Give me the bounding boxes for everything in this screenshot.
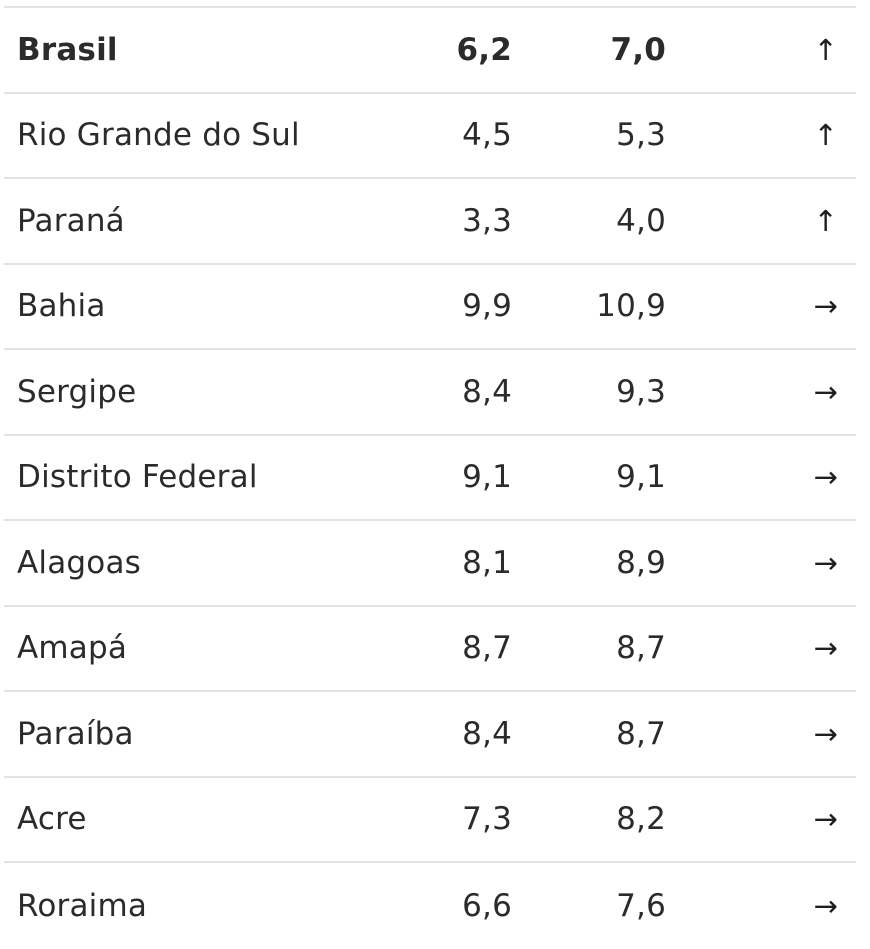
value-1: 6,6	[462, 887, 512, 924]
arrow-right-icon: →	[813, 631, 838, 666]
value-2: 7,6	[616, 887, 666, 924]
value-1: 8,4	[462, 715, 512, 752]
region-name: Roraima	[17, 887, 148, 924]
value-1: 8,4	[462, 373, 512, 410]
value-2: 8,2	[616, 801, 666, 838]
arrow-right-icon: →	[813, 802, 838, 837]
value-2: 8,7	[616, 630, 666, 667]
table-row: Roraima 6,6 7,6 →	[4, 863, 856, 949]
region-name: Paraíba	[17, 715, 134, 752]
value-1: 7,3	[462, 801, 512, 838]
arrow-right-icon: →	[813, 289, 838, 324]
region-name: Acre	[17, 801, 87, 838]
arrow-right-icon: →	[813, 374, 838, 409]
table-row: Bahia 9,9 10,9 →	[4, 265, 856, 350]
table-row: Distrito Federal 9,1 9,1 →	[4, 436, 856, 521]
table-row: Amapá 8,7 8,7 →	[4, 607, 856, 692]
data-table: Brasil 6,2 7,0 ↑ Rio Grande do Sul 4,5 5…	[4, 6, 856, 949]
region-name: Paraná	[17, 202, 125, 239]
table-row: Paraná 3,3 4,0 ↑	[4, 179, 856, 265]
value-2: 8,9	[616, 544, 666, 581]
region-name: Brasil	[17, 31, 118, 68]
value-1: 8,1	[462, 544, 512, 581]
arrow-up-icon: ↑	[813, 32, 838, 67]
value-1: 9,9	[462, 288, 512, 325]
table-row: Rio Grande do Sul 4,5 5,3 ↑	[4, 94, 856, 179]
arrow-right-icon: →	[813, 545, 838, 580]
region-name: Alagoas	[17, 544, 142, 581]
region-name: Sergipe	[17, 373, 137, 410]
region-name: Bahia	[17, 288, 106, 325]
value-2: 5,3	[616, 117, 666, 154]
table-row: Acre 7,3 8,2 →	[4, 778, 856, 863]
value-1: 6,2	[456, 31, 512, 68]
table-row: Paraíba 8,4 8,7 →	[4, 692, 856, 778]
value-1: 4,5	[462, 117, 512, 154]
arrow-up-icon: ↑	[813, 118, 838, 153]
value-2: 10,9	[596, 288, 666, 325]
table-row: Alagoas 8,1 8,9 →	[4, 521, 856, 607]
value-2: 9,3	[616, 373, 666, 410]
table-row: Brasil 6,2 7,0 ↑	[4, 8, 856, 94]
region-name: Distrito Federal	[17, 459, 258, 496]
arrow-right-icon: →	[813, 888, 838, 923]
value-1: 9,1	[462, 459, 512, 496]
arrow-up-icon: ↑	[813, 203, 838, 238]
region-name: Rio Grande do Sul	[17, 117, 300, 154]
arrow-right-icon: →	[813, 716, 838, 751]
arrow-right-icon: →	[813, 460, 838, 495]
value-2: 7,0	[610, 31, 666, 68]
value-1: 8,7	[462, 630, 512, 667]
value-2: 8,7	[616, 715, 666, 752]
region-name: Amapá	[17, 630, 128, 667]
value-2: 9,1	[616, 459, 666, 496]
table-row: Sergipe 8,4 9,3 →	[4, 350, 856, 436]
value-1: 3,3	[462, 202, 512, 239]
value-2: 4,0	[616, 202, 666, 239]
